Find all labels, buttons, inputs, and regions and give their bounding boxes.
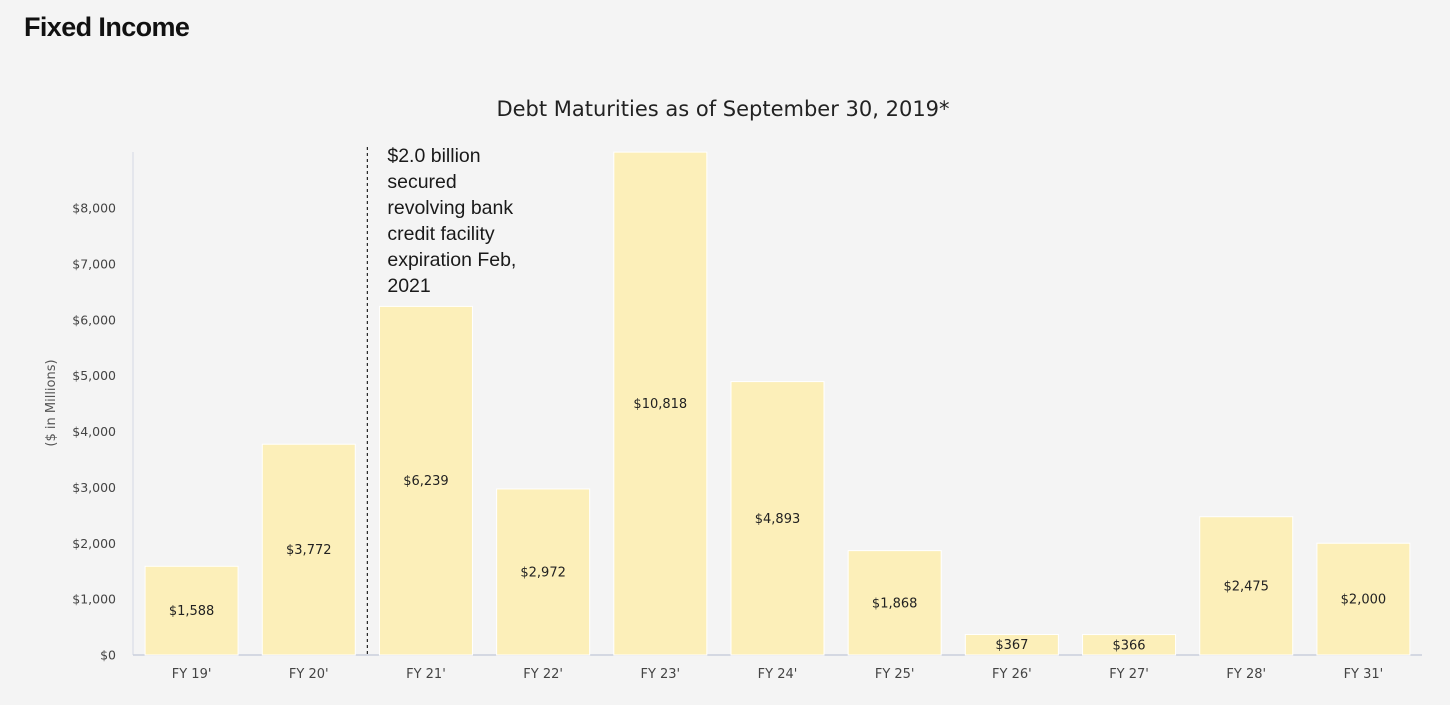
x-tick-label: FY 26' bbox=[992, 667, 1032, 682]
y-tick-label: $2,000 bbox=[72, 536, 116, 551]
bar-value-label: $2,000 bbox=[1341, 593, 1387, 608]
bar bbox=[847, 550, 942, 656]
x-tick-label: FY 20' bbox=[289, 667, 329, 682]
bar bbox=[1082, 634, 1177, 656]
bar-value-label: $2,972 bbox=[520, 565, 566, 580]
annotation-line: 2021 bbox=[387, 275, 430, 297]
bar-value-label: $366 bbox=[1112, 638, 1145, 653]
annotation-line: $2.0 billion bbox=[387, 145, 480, 167]
bar bbox=[964, 633, 1059, 656]
x-tick-label: FY 25' bbox=[875, 667, 915, 682]
chart-title: Debt Maturities as of September 30, 2019… bbox=[496, 97, 949, 121]
bar bbox=[1199, 516, 1294, 656]
y-tick-label: $8,000 bbox=[72, 201, 116, 216]
bar-value-label: $3,772 bbox=[286, 543, 332, 558]
bar-value-label: $367 bbox=[995, 638, 1028, 653]
y-tick-label: $3,000 bbox=[72, 480, 116, 495]
bar-value-label: $1,868 bbox=[872, 596, 918, 611]
y-axis-label: ($ in Millions) bbox=[44, 359, 59, 446]
bar bbox=[730, 381, 825, 656]
bar-value-label: $10,818 bbox=[633, 397, 687, 412]
bar-value-label: $2,475 bbox=[1223, 579, 1269, 594]
x-tick-label: FY 28' bbox=[1226, 667, 1266, 682]
x-tick-label: FY 19' bbox=[172, 667, 212, 682]
x-tick-label: FY 27' bbox=[1109, 667, 1149, 682]
annotation-line: expiration Feb, bbox=[387, 249, 516, 271]
page-heading: Fixed Income bbox=[24, 12, 190, 42]
annotation-line: credit facility bbox=[387, 223, 495, 245]
bar bbox=[496, 488, 591, 656]
bar bbox=[144, 565, 239, 656]
y-tick-label: $4,000 bbox=[72, 424, 116, 439]
bar bbox=[261, 443, 356, 656]
annotation-line: secured bbox=[387, 171, 456, 193]
bar bbox=[378, 305, 473, 656]
x-tick-label: FY 22' bbox=[523, 667, 563, 682]
y-tick-label: $6,000 bbox=[72, 312, 116, 327]
y-tick-label: $7,000 bbox=[72, 256, 116, 271]
annotation-line: revolving bank bbox=[387, 197, 513, 219]
y-tick-label: $1,000 bbox=[72, 592, 116, 607]
x-tick-label: FY 31' bbox=[1344, 667, 1384, 682]
bar-value-label: $4,893 bbox=[755, 512, 801, 527]
bar bbox=[1316, 542, 1411, 656]
x-tick-label: FY 21' bbox=[406, 667, 446, 682]
bar-value-label: $6,239 bbox=[403, 474, 449, 489]
y-tick-label: $0 bbox=[100, 648, 116, 663]
bar-value-label: $1,588 bbox=[169, 604, 215, 619]
y-tick-label: $5,000 bbox=[72, 368, 116, 383]
x-tick-label: FY 23' bbox=[640, 667, 680, 682]
bar bbox=[613, 151, 708, 656]
x-tick-label: FY 24' bbox=[758, 667, 798, 682]
